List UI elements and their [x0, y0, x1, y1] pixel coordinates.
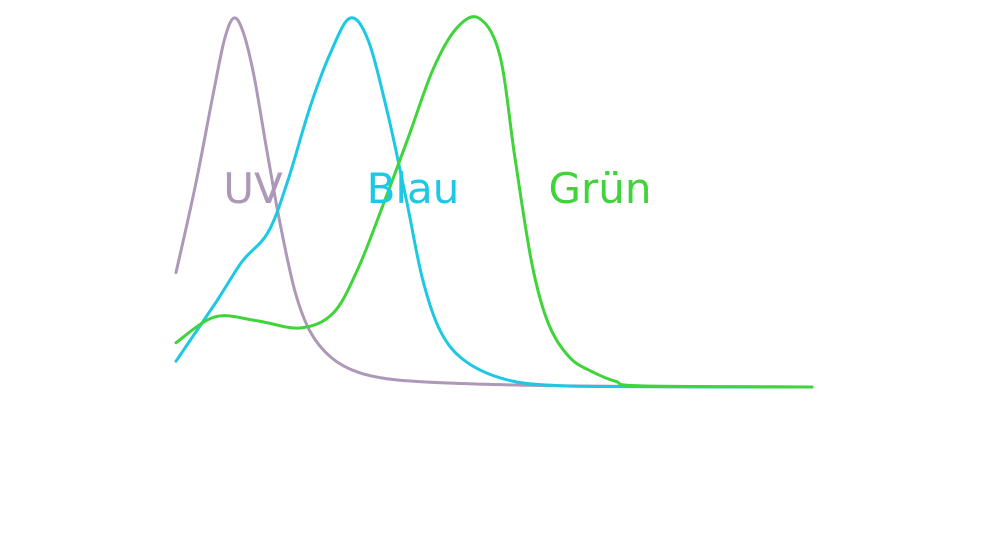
series-group	[174, 15, 814, 389]
series-line-gruen	[174, 15, 814, 389]
series-line-blau	[174, 16, 814, 389]
series-label-uv: UV	[223, 164, 283, 213]
series-label-blau: Blau	[367, 164, 460, 213]
series-line-uv	[174, 16, 814, 389]
series-label-gruen: Grün	[548, 164, 651, 213]
series-label-group: UV Blau Grün	[223, 164, 651, 213]
